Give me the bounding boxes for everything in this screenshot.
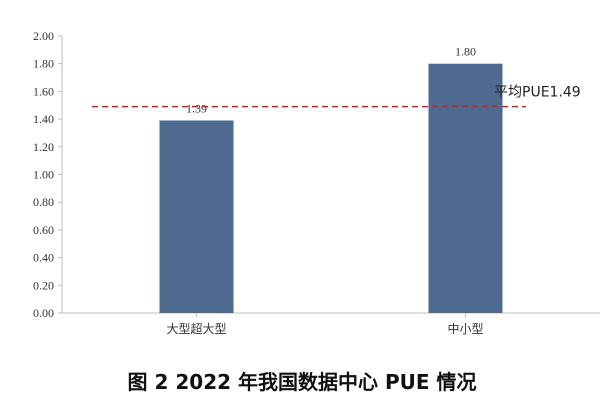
chart-caption: 图 2 2022 年我国数据中心 PUE 情况 bbox=[127, 370, 477, 394]
y-tick-label: 1.00 bbox=[33, 168, 54, 182]
bar-chart: 0.00 0.20 0.40 0.60 0.80 1.00 1.20 1.40 1.60 1.80… bbox=[33, 29, 600, 336]
x-category-label: 大型超大型 bbox=[166, 321, 226, 336]
y-tick-label: 0.40 bbox=[33, 251, 54, 265]
y-tick-label: 0.60 bbox=[33, 223, 54, 237]
data-label: 1.39 bbox=[186, 101, 207, 115]
y-tick-label: 2.00 bbox=[33, 29, 54, 43]
x-category-label: 中小型 bbox=[447, 321, 483, 336]
y-tick-label: 0.80 bbox=[33, 195, 54, 209]
average-line-label: 平均PUE1.49 bbox=[494, 85, 581, 101]
y-tick-label: 1.40 bbox=[33, 112, 54, 126]
y-tick-label: 1.20 bbox=[33, 140, 54, 154]
y-tick-label: 1.80 bbox=[33, 57, 54, 71]
bar-2 bbox=[428, 63, 503, 314]
y-tick-label: 0.20 bbox=[33, 278, 54, 292]
bar-1 bbox=[159, 120, 234, 313]
data-label: 1.80 bbox=[455, 45, 476, 59]
y-tick-label: 1.60 bbox=[33, 84, 54, 98]
y-tick-label: 0.00 bbox=[33, 306, 54, 320]
